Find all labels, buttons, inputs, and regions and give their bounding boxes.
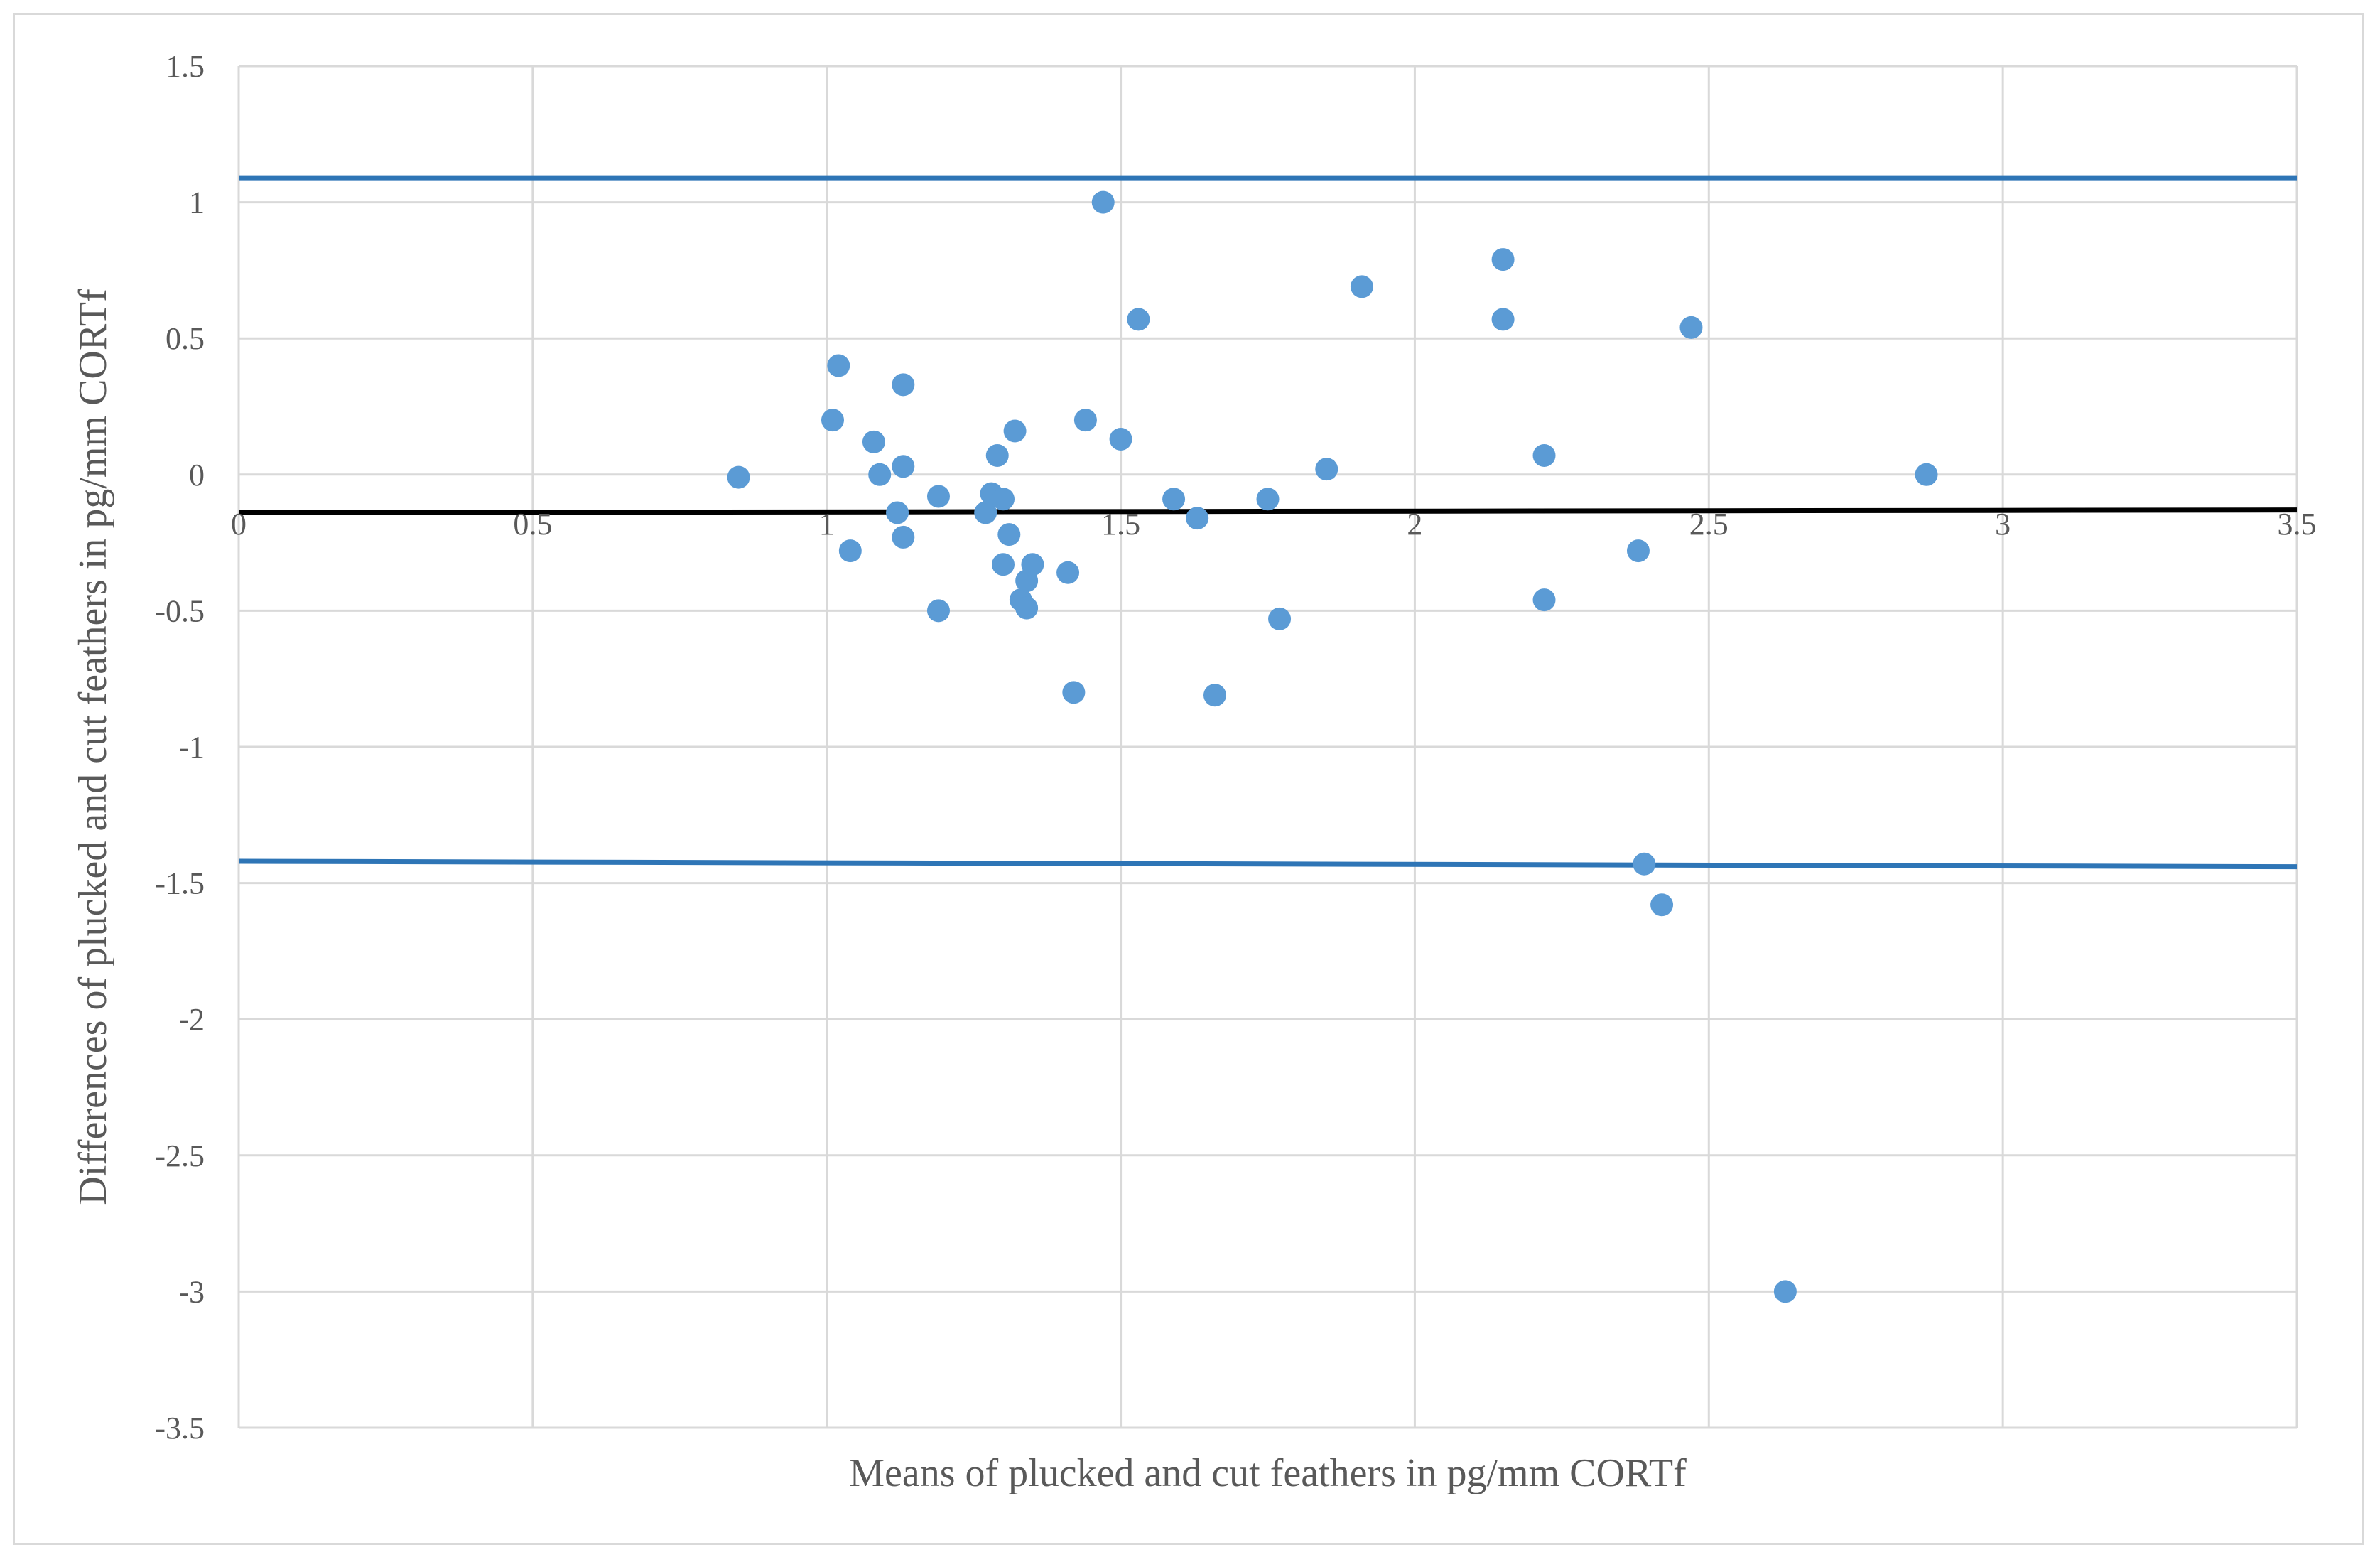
- data-point: [1021, 553, 1044, 576]
- data-point: [997, 523, 1021, 546]
- y-tick-label: 1: [189, 185, 205, 220]
- data-point: [1532, 443, 1556, 467]
- data-point: [1256, 488, 1280, 511]
- data-point: [1003, 419, 1027, 443]
- data-point: [926, 599, 950, 623]
- data-point: [1679, 316, 1703, 339]
- data-point: [1532, 588, 1556, 612]
- chart-frame: 1.5 1 0.5 0 -0.5 -1 -1.5 -2 -2.5 -3 -3.5 0 0.5 1 1.5 2 2…: [13, 13, 2364, 1545]
- data-point: [727, 465, 750, 489]
- x-tick-label: 3: [1995, 507, 2011, 542]
- data-point: [892, 455, 915, 478]
- data-point: [892, 373, 915, 397]
- data-point: [1650, 893, 1674, 917]
- data-point: [974, 501, 997, 524]
- data-point: [886, 501, 909, 524]
- data-point: [1073, 409, 1097, 432]
- x-tick-label: 1.5: [1101, 507, 1140, 542]
- data-point: [1350, 275, 1373, 298]
- x-tick-label: 2.5: [1689, 507, 1729, 542]
- data-point: [1203, 684, 1227, 707]
- data-point: [1491, 248, 1515, 271]
- data-point: [926, 485, 950, 508]
- data-points: [727, 190, 1938, 1303]
- data-point: [1491, 308, 1515, 331]
- data-point: [1915, 463, 1938, 486]
- x-tick-label: 0.5: [513, 507, 552, 542]
- data-point: [1315, 458, 1338, 481]
- data-point: [1109, 427, 1132, 451]
- lower-limit-line: [238, 858, 2298, 870]
- data-point: [838, 539, 862, 563]
- data-point: [821, 409, 844, 432]
- y-tick-label: -2: [178, 1002, 205, 1037]
- y-axis-title: Differences of plucked and cut feathers …: [71, 289, 115, 1205]
- data-point: [1015, 596, 1039, 620]
- data-point: [827, 354, 850, 377]
- tick-labels: 1.5 1 0.5 0 -0.5 -1 -1.5 -2 -2.5 -3 -3.5 0 0.5 1 1.5 2 2…: [155, 49, 2316, 1445]
- data-point: [1162, 488, 1186, 511]
- data-point: [1268, 607, 1292, 630]
- y-tick-label: -3.5: [155, 1411, 205, 1445]
- y-tick-label: -0.5: [155, 593, 205, 628]
- data-point: [1633, 852, 1656, 876]
- data-point: [1186, 507, 1209, 530]
- data-point: [1127, 308, 1150, 331]
- data-point: [1062, 681, 1086, 704]
- x-tick-label: 1: [819, 507, 835, 542]
- y-tick-label: 0: [189, 458, 205, 492]
- mean-difference-line: [238, 507, 2298, 515]
- data-point: [1091, 190, 1115, 214]
- y-tick-label: 0.5: [166, 321, 205, 356]
- y-tick-label: -1: [178, 730, 205, 765]
- data-point: [992, 553, 1015, 576]
- y-tick-label: 1.5: [166, 49, 205, 84]
- x-tick-label: 3.5: [2278, 507, 2317, 542]
- x-tick-label: 2: [1407, 507, 1422, 542]
- y-tick-label: -2.5: [155, 1138, 205, 1173]
- x-axis-title: Means of plucked and cut feathers in pg/…: [849, 1451, 1687, 1495]
- data-point: [1773, 1280, 1797, 1303]
- reference-lines: [238, 175, 2298, 870]
- data-point: [985, 443, 1009, 467]
- scatter-chart: 1.5 1 0.5 0 -0.5 -1 -1.5 -2 -2.5 -3 -3.5 0 0.5 1 1.5 2 2…: [71, 49, 2317, 1495]
- y-tick-label: -3: [178, 1274, 205, 1309]
- data-point: [992, 488, 1015, 511]
- gridlines: [237, 65, 2298, 1429]
- data-point: [862, 430, 885, 453]
- x-tick-label: 0: [231, 507, 247, 542]
- data-point: [1626, 539, 1650, 563]
- data-point: [892, 525, 915, 549]
- y-tick-label: -1.5: [155, 866, 205, 901]
- data-point: [1056, 561, 1080, 584]
- data-point: [868, 463, 892, 486]
